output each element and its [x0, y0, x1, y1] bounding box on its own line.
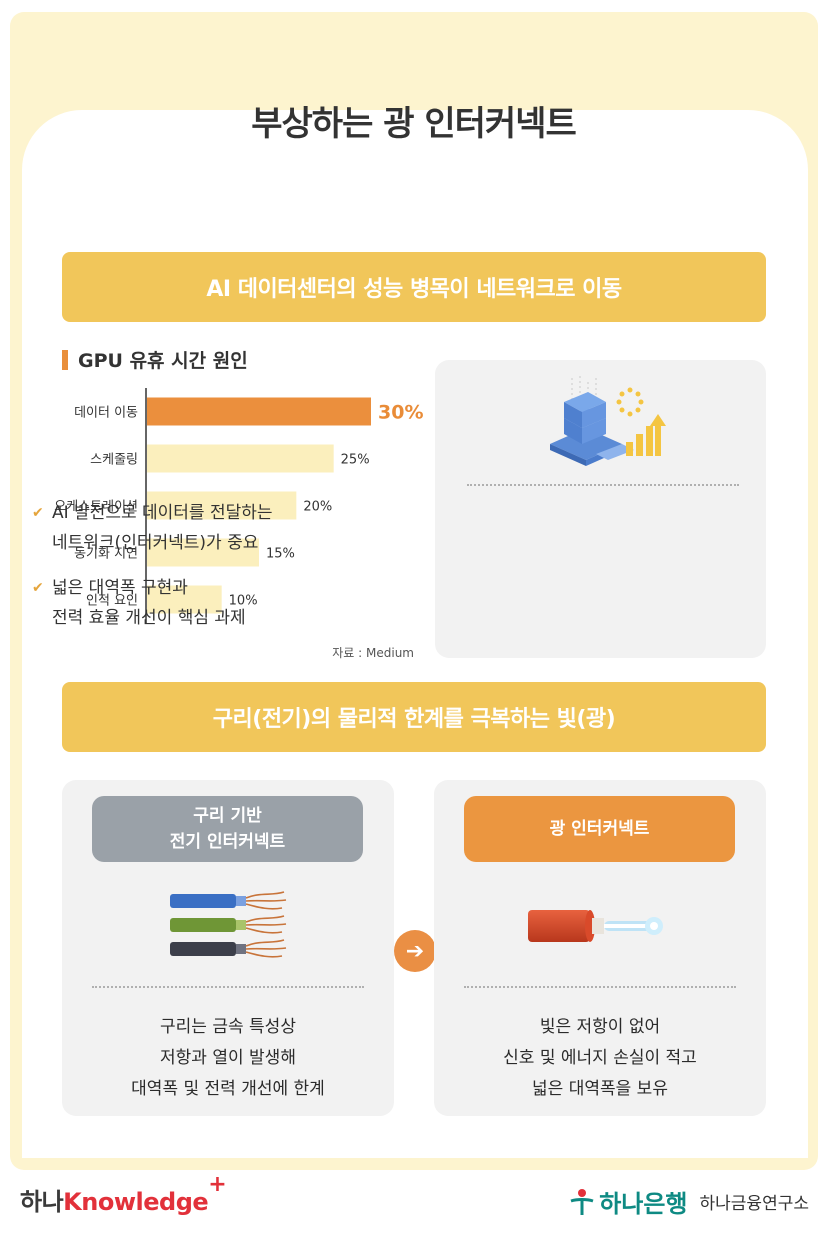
- bar: [147, 585, 222, 614]
- category-label: 오케스트레이션: [54, 500, 138, 515]
- check-icon: ✔: [32, 505, 44, 521]
- logo-prefix: 하나: [20, 1188, 64, 1216]
- copper-wires-icon: [170, 891, 287, 958]
- bar: [147, 538, 259, 567]
- pill-line: 광 인터커넥트: [549, 819, 650, 839]
- copper-pill: 구리 기반 전기 인터커넥트: [92, 796, 363, 862]
- description-line: 빛은 저항이 없어: [539, 1017, 661, 1037]
- bullet-text: 넓은 대역폭 구현과 전력 효율 개선이 핵심 과제: [52, 573, 312, 633]
- bar: [147, 397, 371, 426]
- chart-source: 자료 : Medium: [332, 646, 414, 660]
- logo-plus: +: [208, 1172, 227, 1197]
- optical-fiber-cable-icon: [528, 910, 663, 942]
- logo-brand: Knowledge: [63, 1188, 209, 1216]
- arrow-right-icon: ➔: [394, 930, 436, 972]
- chart-title-marker: [62, 349, 68, 370]
- bullet-line: 넓은 대역폭 구현과: [52, 578, 188, 598]
- category-label: 데이터 이동: [74, 406, 138, 421]
- check-icon: ✔: [32, 580, 44, 596]
- bullet-line: 네트워크(인터커넥트)가 중요: [52, 533, 259, 553]
- hana-bank-branding: 하나은행 하나금융연구소: [569, 1184, 809, 1219]
- description-line: 신호 및 에너지 손실이 적고: [503, 1048, 697, 1068]
- optical-panel: 광 인터커넥트 빛은 저항이 없어 신호 및 에너지 손실이 적고 넓은 대역폭…: [434, 780, 766, 1116]
- hana-bank-logo-icon: [570, 1188, 594, 1215]
- value-label: 30%: [378, 402, 423, 424]
- hana-knowledge-logo: 하나Knowledge +: [20, 1172, 227, 1217]
- bullet-line: 전력 효율 개선이 핵심 과제: [52, 608, 246, 628]
- hana-bank-logo: 하나은행: [569, 1184, 688, 1219]
- pill-line: 구리 기반: [193, 806, 262, 826]
- bar: [147, 444, 334, 473]
- datacenter-server-icon: [550, 376, 666, 466]
- value-label: 20%: [303, 500, 332, 515]
- bar: [147, 491, 297, 520]
- divider: [92, 986, 364, 988]
- category-label: 스케줄링: [90, 453, 138, 468]
- chart-title: GPU 유휴 시간 원인: [78, 350, 248, 372]
- section2-banner: 구리(전기)의 물리적 한계를 극복하는 빛(광): [62, 682, 766, 752]
- category-label: 동기화 지연: [74, 547, 138, 562]
- description-line: 구리는 금속 특성상: [160, 1017, 296, 1037]
- bullet-line: AI 발전으로 데이터를 전달하는: [52, 503, 273, 523]
- info-bullet: ✔ 넓은 대역폭 구현과 전력 효율 개선이 핵심 과제: [32, 573, 312, 633]
- divider: [467, 484, 739, 486]
- description-line: 대역폭 및 전력 개선에 한계: [131, 1079, 325, 1099]
- optical-description: 빛은 저항이 없어 신호 및 에너지 손실이 적고 넓은 대역폭을 보유: [434, 1012, 766, 1105]
- section1-banner: AI 데이터센터의 성능 병목이 네트워크로 이동: [62, 252, 766, 322]
- bullet-text: AI 발전으로 데이터를 전달하는 네트워크(인터커넥트)가 중요: [52, 498, 312, 558]
- info-bullet: ✔ AI 발전으로 데이터를 전달하는 네트워크(인터커넥트)가 중요: [32, 498, 312, 558]
- description-line: 넓은 대역폭을 보유: [532, 1079, 668, 1099]
- copper-description: 구리는 금속 특성상 저항과 열이 발생해 대역폭 및 전력 개선에 한계: [62, 1012, 394, 1105]
- gpu-idle-bar-chart: 데이터 이동 30% 스케줄링 25% 오케스트레이션 20% 동기화 지연 15% 인적 요인…: [54, 388, 423, 623]
- value-label: 15%: [266, 547, 295, 562]
- value-label: 10%: [229, 594, 258, 609]
- page-title: 부상하는 광 인터커넥트: [251, 104, 576, 144]
- optical-pill: 광 인터커넥트: [464, 796, 735, 862]
- category-label: 인적 요인: [86, 594, 138, 609]
- bank-name: 하나은행: [599, 1190, 688, 1218]
- divider: [464, 986, 736, 988]
- copper-panel: 구리 기반 전기 인터커넥트 구리는 금속 특성상 저항과 열이 발생해 대역폭…: [62, 780, 394, 1116]
- pill-line: 전기 인터커넥트: [169, 832, 286, 852]
- info-card: [435, 360, 766, 658]
- institute-name: 하나금융연구소: [699, 1194, 809, 1214]
- chart-title-group: GPU 유휴 시간 원인: [62, 346, 248, 373]
- description-line: 저항과 열이 발생해: [160, 1048, 296, 1068]
- value-label: 25%: [341, 453, 370, 468]
